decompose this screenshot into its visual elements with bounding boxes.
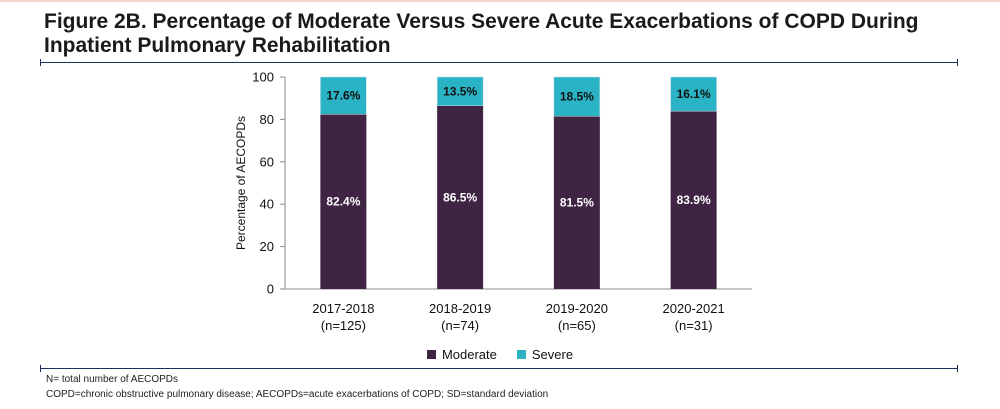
- data-label-moderate: 82.4%: [326, 195, 360, 209]
- title-divider: [40, 59, 958, 66]
- bar-severe: [436, 76, 484, 106]
- bar-moderate: [670, 111, 717, 290]
- legend-item-severe: Severe: [516, 347, 574, 362]
- footnote-abbreviations: COPD=chronic obstructive pulmonary disea…: [46, 389, 549, 400]
- figure-title: Figure 2B. Percentage of Moderate Versus…: [44, 10, 919, 57]
- data-label-severe: 18.5%: [560, 90, 594, 104]
- data-label-moderate: 81.5%: [560, 196, 594, 210]
- y-tick-label: 60: [260, 154, 274, 169]
- top-border: [0, 0, 1000, 2]
- y-tick-label: 0: [267, 282, 274, 297]
- divider-cap-right: [957, 59, 958, 66]
- footer-divider-cap-right: [957, 365, 958, 372]
- x-tick-label: 2018-2019: [429, 301, 491, 316]
- legend-item-moderate: Moderate: [426, 347, 497, 362]
- y-axis-label: Percentage of AECOPDs: [234, 116, 248, 250]
- data-label-moderate: 83.9%: [677, 193, 711, 207]
- legend-label-moderate: Moderate: [441, 347, 497, 362]
- legend-label-severe: Severe: [531, 347, 574, 362]
- chart-legend: Moderate Severe: [0, 347, 1000, 362]
- bar-severe: [320, 76, 367, 115]
- x-tick-sublabel: (n=65): [558, 318, 596, 333]
- bar-moderate: [437, 105, 484, 290]
- data-label-moderate: 86.5%: [443, 190, 477, 204]
- x-tick-sublabel: (n=125): [321, 318, 366, 333]
- bar-severe: [670, 76, 717, 112]
- x-tick-label: 2020-2021: [663, 301, 725, 316]
- x-tick-label: 2017-2018: [312, 301, 374, 316]
- y-tick-label: 40: [260, 197, 274, 212]
- bar-moderate: [320, 114, 367, 289]
- y-tick-label: 80: [260, 112, 274, 127]
- divider-cap-left: [40, 59, 41, 66]
- footer-divider-cap-left: [40, 365, 41, 372]
- y-tick-label: 20: [260, 239, 274, 254]
- x-tick-label: 2019-2020: [546, 301, 608, 316]
- data-label-severe: 16.1%: [677, 87, 711, 101]
- legend-swatch-severe: [516, 350, 526, 359]
- bar-severe: [553, 76, 601, 117]
- legend-swatch-moderate: [426, 350, 436, 359]
- bar-moderate: [553, 116, 600, 289]
- x-tick-sublabel: (n=74): [441, 318, 479, 333]
- x-tick-sublabel: (n=31): [675, 318, 713, 333]
- data-label-severe: 17.6%: [326, 89, 360, 103]
- y-tick-label: 100: [252, 70, 274, 85]
- footer-divider: [40, 365, 958, 372]
- data-label-severe: 13.5%: [443, 84, 477, 98]
- footnote-n: N= total number of AECOPDs: [46, 374, 179, 385]
